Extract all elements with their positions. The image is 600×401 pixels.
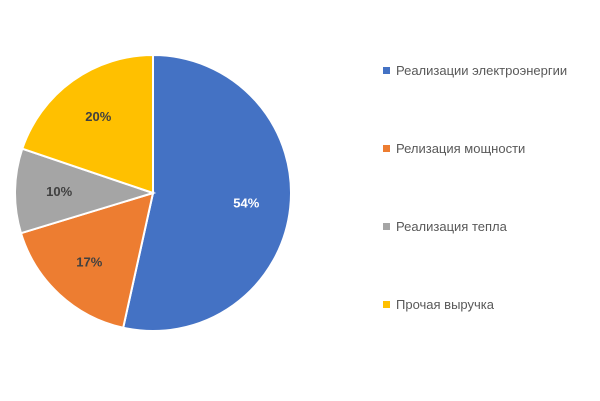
- legend-item-electricity: Реализации электроэнергии: [383, 58, 598, 82]
- data-label-heat: 10%: [46, 184, 72, 199]
- legend-item-capacity: Релизация мощности: [383, 136, 598, 160]
- legend-swatch-heat: [383, 222, 390, 230]
- pie-slice-electricity: [121, 53, 292, 332]
- legend-label-capacity: Релизация мощности: [396, 140, 526, 156]
- data-label-other: 20%: [85, 109, 111, 124]
- legend-label-electricity: Реализации электроэнергии: [396, 62, 568, 78]
- pie-slice-heat: [14, 147, 157, 235]
- legend-label-heat: Реализация тепла: [396, 218, 507, 234]
- legend-label-other: Прочая выручка: [396, 296, 494, 312]
- legend-swatch-other: [383, 300, 390, 308]
- legend-swatch-capacity: [383, 144, 390, 152]
- data-label-capacity: 17%: [76, 254, 102, 269]
- legend-item-heat: Реализация тепла: [383, 214, 598, 238]
- pie-slice-capacity: [19, 191, 155, 329]
- data-label-electricity: 54%: [233, 196, 259, 211]
- legend-item-other: Прочая выручка: [383, 292, 598, 316]
- legend: Реализации электроэнергии Релизация мощн…: [383, 58, 598, 370]
- legend-swatch-electricity: [383, 66, 390, 74]
- pie-slice-other: [21, 53, 154, 195]
